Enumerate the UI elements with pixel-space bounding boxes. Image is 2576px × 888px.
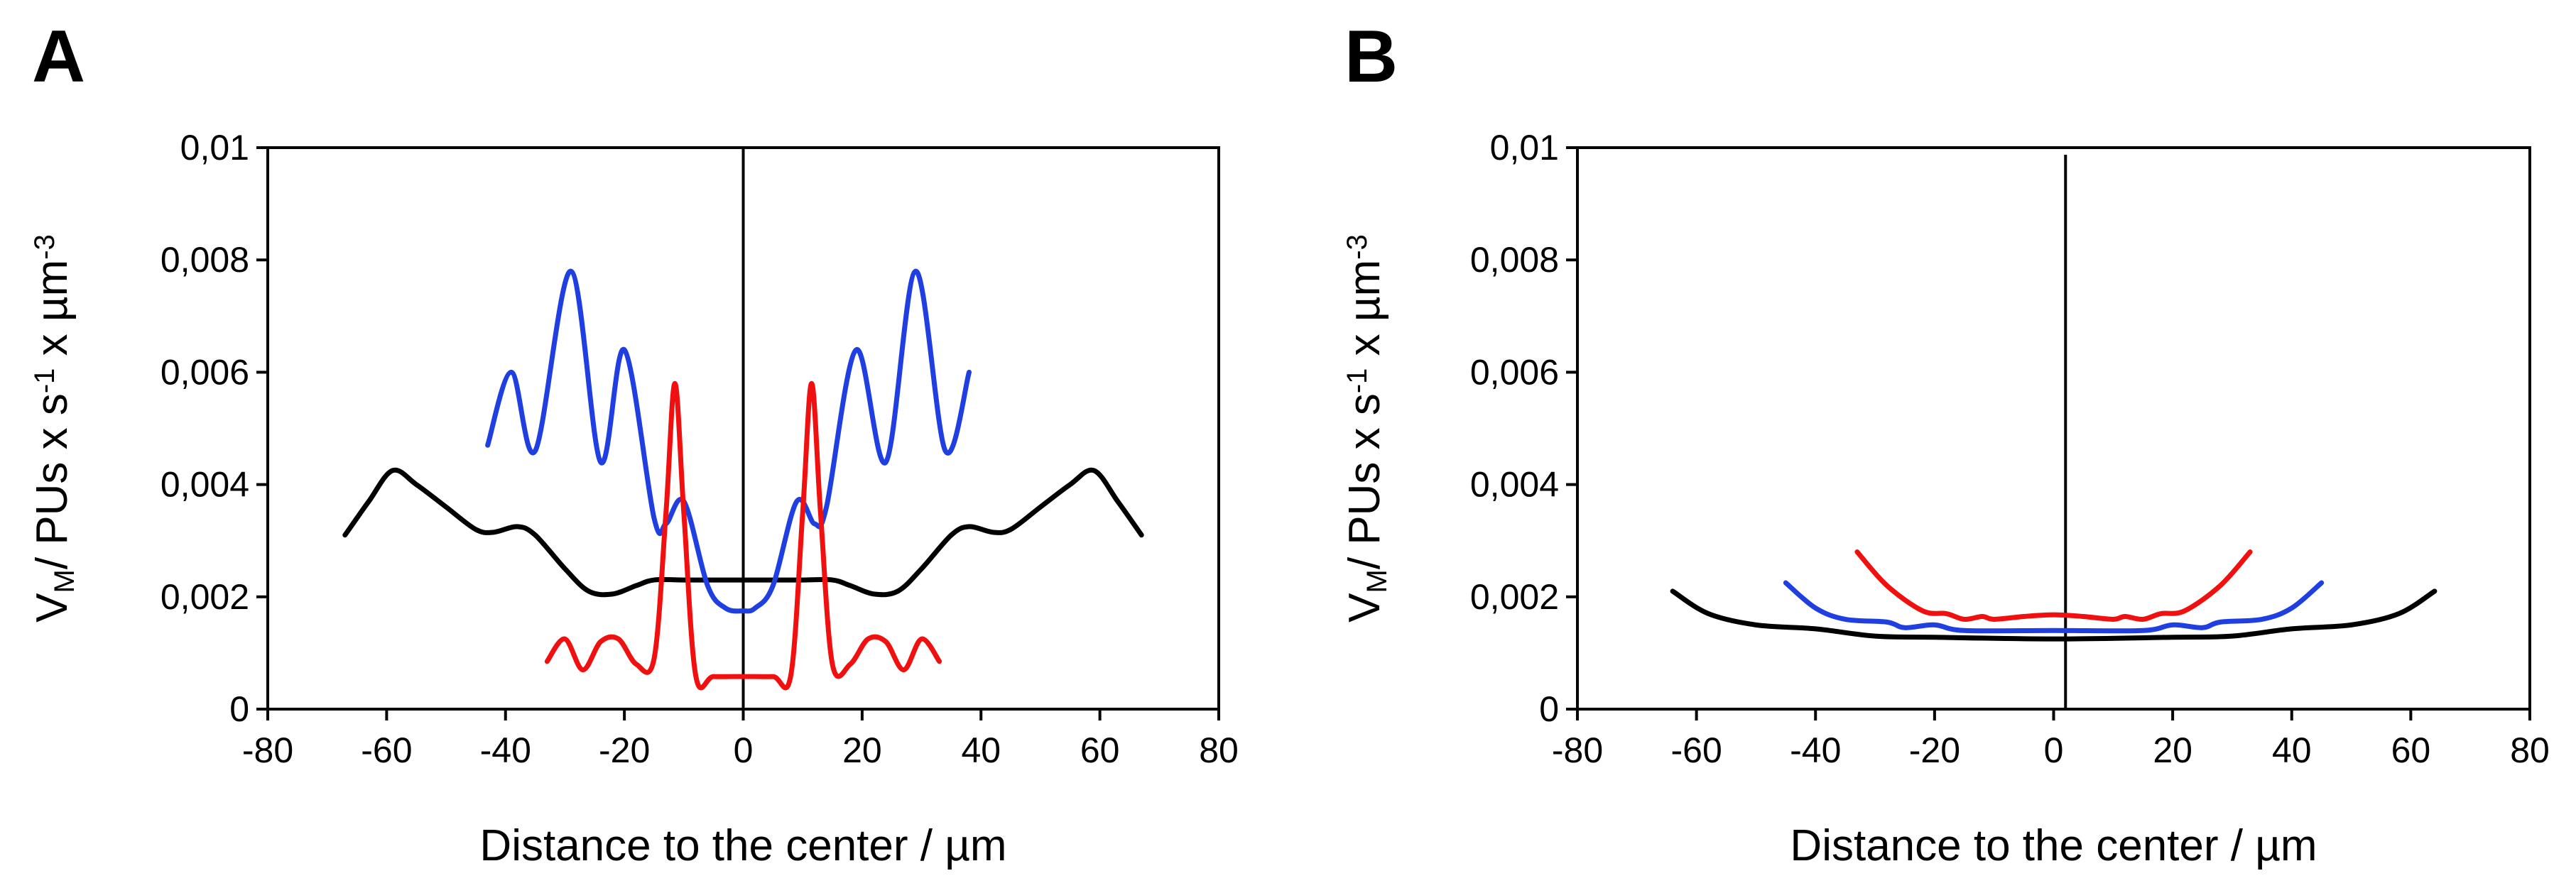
y-axis-title-part: M xyxy=(49,569,80,593)
x-tick-label: 80 xyxy=(1199,730,1239,770)
series-line xyxy=(342,467,1144,598)
y-axis-title-part: V xyxy=(1340,593,1389,623)
series-line xyxy=(1783,580,2325,634)
x-tick-label: 40 xyxy=(961,730,1001,770)
y-tick-label: 0,008 xyxy=(1470,240,1559,280)
y-tick-label: 0,006 xyxy=(1470,352,1559,392)
x-tick-label: 0 xyxy=(734,730,754,770)
y-tick-label: 0,008 xyxy=(161,240,249,280)
series-line xyxy=(1854,549,2253,622)
y-axis-title: VM/ PUs x s-1 x µm-3 xyxy=(28,234,80,623)
x-tick-label: 60 xyxy=(2391,730,2431,770)
y-axis-title-part: -3 xyxy=(29,234,60,260)
x-tick-label: -20 xyxy=(1909,730,1960,770)
x-tick-label: 20 xyxy=(842,730,882,770)
y-tick-label: 0,002 xyxy=(1470,577,1559,617)
x-tick-label: -80 xyxy=(242,730,293,770)
x-tick-label: -80 xyxy=(1552,730,1603,770)
y-tick-label: 0 xyxy=(229,689,249,729)
y-axis-title-part: / PUs x s xyxy=(28,393,77,569)
y-axis-title-part: -1 xyxy=(29,368,60,394)
y-axis-title-part: V xyxy=(28,593,77,623)
x-tick-label: -60 xyxy=(361,730,412,770)
y-axis-title-part: x µm xyxy=(1340,260,1389,368)
y-tick-label: 0,004 xyxy=(1470,465,1559,505)
panel-0: A 0 0,002 0,004 0,006 0,008 0,01 -80 -60 -40 -20 0 2… xyxy=(28,16,1239,870)
x-tick-label: 60 xyxy=(1080,730,1120,770)
x-tick-label: -20 xyxy=(599,730,650,770)
y-tick-label: 0,004 xyxy=(161,465,249,505)
panel-label: B xyxy=(1344,16,1398,98)
y-tick-label: 0,002 xyxy=(161,577,249,617)
x-tick-label: 80 xyxy=(2510,730,2550,770)
x-tick-label: -40 xyxy=(480,730,531,770)
x-tick-label: -60 xyxy=(1670,730,1722,770)
series-line xyxy=(1670,588,2438,642)
y-axis-title-part: M xyxy=(1362,569,1393,593)
plot-frame xyxy=(1576,146,2531,711)
panel-1: B 0 0,002 0,004 0,006 0,008 0,01 -80 -60 -40 -20 0 2… xyxy=(1340,16,2550,870)
y-axis-title-part: x µm xyxy=(28,260,77,368)
y-tick-label: 0,006 xyxy=(161,352,249,392)
x-tick-label: 40 xyxy=(2272,730,2312,770)
y-tick-label: 0,01 xyxy=(180,128,249,168)
y-axis-title-part: / PUs x s xyxy=(1340,393,1389,569)
y-axis-title-part: -3 xyxy=(1342,234,1373,260)
y-axis-title: VM/ PUs x s-1 x µm-3 xyxy=(1340,234,1393,623)
panel-label: A xyxy=(32,16,85,98)
x-tick-label: 20 xyxy=(2153,730,2192,770)
x-tick-label: 0 xyxy=(2044,730,2064,770)
x-axis-title: Distance to the center / µm xyxy=(1790,821,2317,870)
y-tick-label: 0,01 xyxy=(1490,128,1559,168)
y-axis-title-part: -1 xyxy=(1342,368,1373,394)
x-tick-label: -40 xyxy=(1790,730,1841,770)
series-line xyxy=(485,268,972,614)
x-axis-title: Distance to the center / µm xyxy=(479,821,1006,870)
series-line xyxy=(544,380,942,691)
y-tick-label: 0 xyxy=(1539,689,1559,729)
